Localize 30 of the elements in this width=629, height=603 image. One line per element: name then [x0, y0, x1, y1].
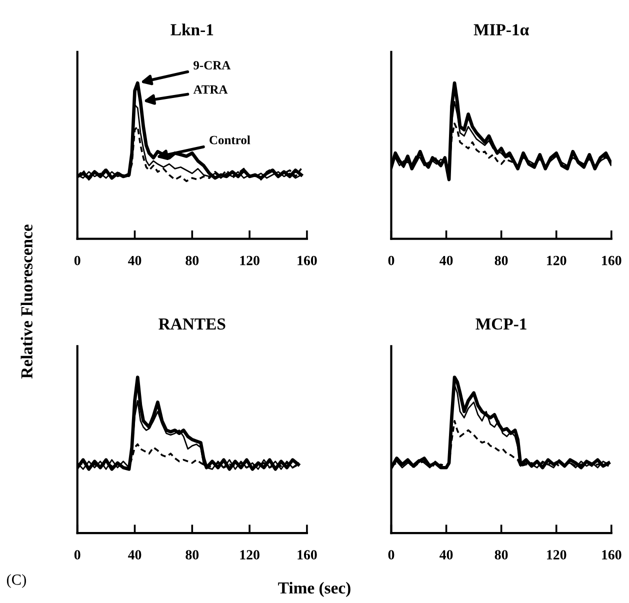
x-tick-label: 80 [494, 550, 508, 560]
x-tick-label: 0 [74, 256, 80, 266]
annotation: ATRA [193, 85, 228, 94]
x-tick-label: 80 [494, 256, 508, 266]
x-tick-label: 120 [240, 550, 260, 560]
chart-title: RANTES [158, 318, 226, 330]
x-tick-label: 160 [602, 256, 622, 266]
x-tick-label: 40 [440, 256, 453, 266]
text: (C) [6, 574, 26, 588]
x-tick-label: 160 [602, 550, 622, 560]
x-tick-label: 40 [440, 550, 453, 560]
x-tick-label: 80 [186, 550, 199, 560]
annotation: 9-CRA [194, 61, 231, 70]
y-axis-title: Relative Fluorescence [20, 224, 33, 379]
x-tick-label: 0 [388, 550, 394, 560]
x-tick-label: 80 [186, 256, 199, 266]
chart-title: MCP-1 [476, 318, 526, 330]
x-tick-label: 120 [240, 256, 260, 266]
chart-title: MIP-1α [474, 24, 529, 36]
x-tick-label: 0 [388, 256, 394, 266]
x-tick-label: 120 [547, 550, 566, 560]
x-tick-label: 160 [298, 256, 317, 266]
annotation: Control [210, 135, 250, 144]
chart-title: Lkn-1 [170, 24, 214, 36]
x-tick-label: 160 [298, 550, 317, 560]
x-axis-title: Time (sec) [278, 582, 350, 597]
x-tick-label: 0 [74, 550, 80, 560]
x-tick-label: 120 [547, 256, 566, 266]
x-tick-label: 40 [128, 550, 142, 560]
x-tick-label: 40 [128, 256, 142, 266]
